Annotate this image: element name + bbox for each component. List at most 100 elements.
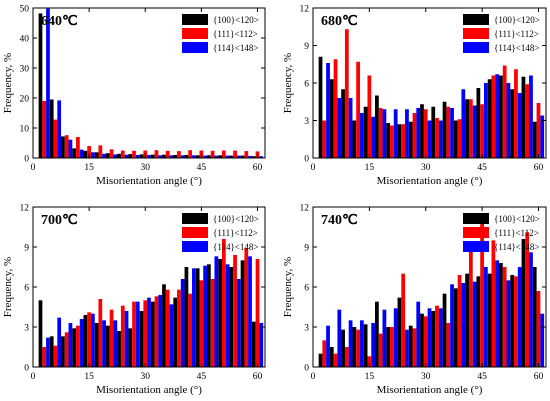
bar [521,76,526,158]
bar [386,123,391,158]
bar [94,323,99,367]
bar [461,89,466,158]
legend-entry: {111}<112> [494,29,539,39]
bar [495,74,500,158]
legend-entry: {114}<148> [213,242,258,252]
bar [57,317,62,367]
bar [240,155,245,158]
bar [53,345,58,367]
bar [117,331,121,367]
bar [348,98,353,158]
bar [333,59,338,158]
y-tick-label: 12 [300,204,310,214]
bar [68,139,73,158]
bar [450,108,454,158]
bar [517,267,522,367]
bar [420,313,424,367]
bar [476,276,481,367]
bar [326,325,330,367]
bar [154,150,159,158]
bar [367,356,372,367]
bar [416,108,421,158]
bar [173,297,178,367]
bar [435,305,439,367]
bar [536,291,541,367]
x-tick-label: 15 [84,163,94,173]
bar [499,263,503,367]
bar [341,329,345,367]
bar [517,93,522,158]
legend-entry: {100}<120> [213,15,259,25]
bar [506,83,511,158]
bar [499,75,503,158]
bar [344,347,349,367]
bar [255,259,260,367]
bar [382,309,387,367]
bar [480,104,484,158]
bar [375,301,379,367]
bar [46,337,50,367]
y-tick-label: 6 [304,80,309,90]
bar [214,155,219,158]
bar [420,104,424,158]
bar [120,305,125,367]
legend-entry: {111}<112> [213,228,258,238]
bar [105,325,110,367]
bar [393,109,398,158]
bar [214,256,219,367]
bar [188,150,193,158]
bar [210,150,215,158]
bar [356,61,360,158]
bar [113,320,118,367]
legend-swatch [182,227,208,238]
bar [147,297,151,367]
bar [412,113,417,158]
bar [165,289,170,367]
legend-swatch [463,42,489,53]
bar [363,324,368,367]
bar [102,320,106,367]
x-tick-label: 15 [365,163,375,173]
legend-entry: {114}<148> [494,242,539,252]
y-tick-label: 3 [304,117,309,127]
bar [525,232,530,367]
x-tick-label: 0 [311,372,316,382]
bar [341,89,345,158]
bar [359,320,364,367]
bar [188,293,193,367]
chart-panel-3: 0 15 30 45 60 0 3 6 9 12 Misorientation angle (°) F… [2,204,266,396]
y-tick-label: 0 [24,364,29,374]
bar [38,13,43,159]
plot-frame [32,7,266,159]
bar [322,120,327,158]
legend-swatch [182,213,208,224]
bar [431,311,436,367]
y-tick-label: 6 [24,284,29,294]
bar [177,151,181,158]
bar [154,296,159,367]
y-tick-label: 12 [300,5,310,15]
bar [218,155,222,158]
bar [184,267,189,367]
bar [318,353,323,367]
bar [532,121,537,158]
bar [536,103,541,158]
bar [132,150,136,158]
bar [162,284,166,367]
bar [195,268,200,367]
bar [371,323,376,367]
x-axis-label: Misorientation angle (°) [377,384,483,396]
legend-entry: {100}<120> [494,15,540,25]
x-tick-label: 0 [31,163,36,173]
x-tick-label: 60 [534,372,544,382]
bar [318,56,323,158]
panel-title: 740℃ [321,213,358,228]
bar [491,240,496,367]
bar [83,315,88,367]
bar [401,124,406,158]
legend-swatch [463,14,489,25]
bars [318,29,545,158]
bar [540,313,545,367]
bar [438,308,443,367]
